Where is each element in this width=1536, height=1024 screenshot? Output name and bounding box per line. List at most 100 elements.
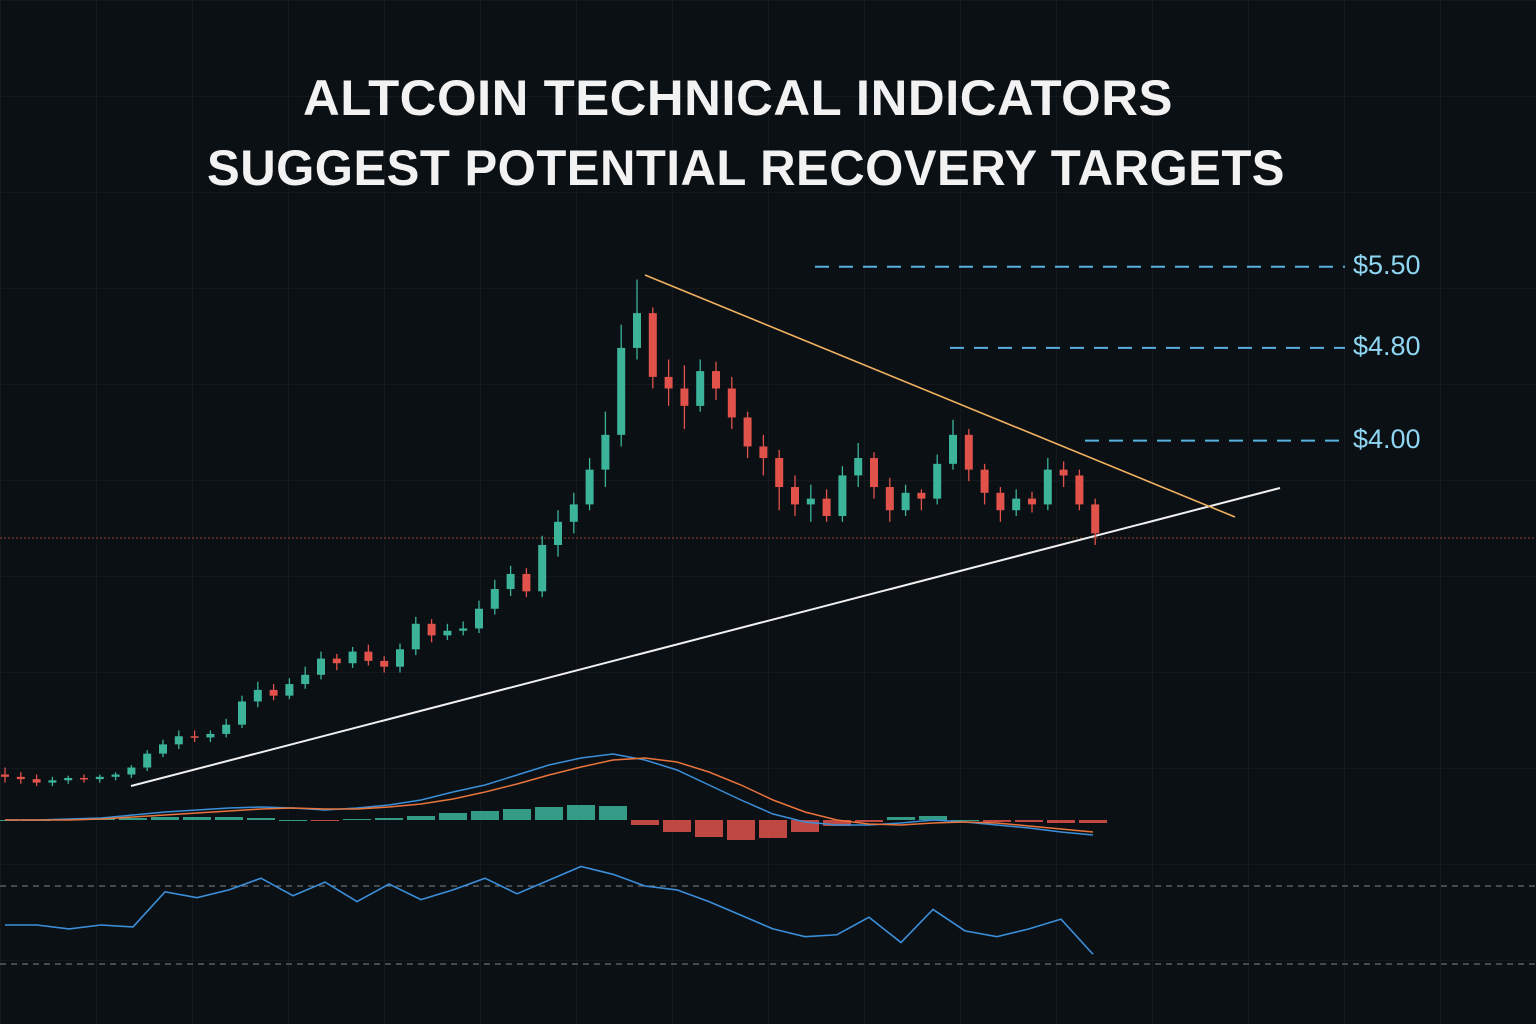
candle-body	[443, 630, 452, 636]
candle-body	[775, 458, 784, 488]
macd-histogram-bar	[727, 820, 755, 840]
candle-body	[569, 504, 578, 522]
candle-body	[159, 744, 167, 754]
macd-histogram-bar	[407, 816, 435, 820]
macd-histogram-bar	[1047, 820, 1075, 823]
candle-body	[759, 446, 768, 459]
candle-body	[664, 376, 673, 389]
candle-body	[1028, 498, 1036, 505]
macd-histogram-bar	[599, 806, 627, 820]
candle-body	[601, 434, 610, 470]
candle-body	[285, 684, 294, 696]
candle-body	[475, 608, 483, 629]
candle-body	[1091, 504, 1100, 534]
candle-body	[64, 777, 73, 781]
candle-body	[190, 736, 199, 738]
candle-body	[854, 458, 863, 476]
macd-histogram-bar	[759, 820, 787, 838]
candle-body	[901, 492, 910, 511]
candle-body	[585, 469, 594, 505]
candle-body	[996, 492, 1005, 511]
candle-body	[727, 388, 736, 418]
candle-body	[633, 313, 641, 348]
rsi-line	[5, 865, 1094, 955]
candle-body	[743, 417, 752, 447]
candle-body	[301, 674, 310, 685]
candle-body	[522, 573, 531, 592]
macd-histogram-bar	[983, 820, 1011, 822]
macd-histogram-bar	[919, 816, 947, 820]
macd-histogram-bar	[1079, 820, 1107, 823]
candle-body	[48, 780, 57, 783]
candle-body	[427, 623, 436, 636]
candle-body	[885, 487, 894, 511]
candle-body	[459, 628, 468, 631]
macd-histogram-bar	[1015, 820, 1043, 822]
candle-body	[174, 736, 183, 745]
candle-body	[806, 498, 815, 505]
candle-body	[490, 589, 499, 609]
candle-body	[332, 658, 341, 664]
macd-histogram-bar	[311, 820, 339, 821]
macd-histogram-bar	[951, 820, 979, 821]
macd-histogram-bar	[503, 809, 531, 820]
macd-line	[5, 753, 1094, 836]
candle-body	[348, 651, 357, 664]
candle-body	[791, 487, 799, 505]
candle-body	[16, 776, 25, 780]
candle-body	[80, 777, 88, 780]
candle-body	[506, 573, 515, 590]
macd-histogram-bar	[183, 817, 211, 820]
macd-histogram-bar	[823, 820, 851, 826]
candle-body	[933, 463, 942, 499]
candle-body	[1012, 498, 1021, 511]
resistance-trendline	[644, 274, 1236, 518]
candle-body	[222, 724, 231, 734]
macd-histogram-bar	[567, 805, 595, 820]
macd-histogram-bar	[887, 817, 915, 820]
candle-body	[648, 313, 657, 377]
candle-body	[838, 475, 847, 516]
target-label: $4.00	[1353, 424, 1421, 454]
candle-body	[111, 774, 120, 777]
macd-histogram-bar	[375, 818, 403, 820]
target-label: $5.50	[1353, 250, 1421, 280]
macd-histogram-bar	[695, 820, 723, 837]
candle-body	[538, 544, 547, 592]
candle-body	[617, 347, 626, 435]
candle-body	[696, 371, 705, 406]
macd-histogram-bar	[855, 820, 883, 822]
candle-body	[949, 434, 957, 464]
candle-body	[143, 753, 152, 768]
candle-body	[980, 469, 989, 493]
macd-histogram-bar	[439, 813, 467, 820]
candle-body	[964, 434, 973, 470]
candle-body	[1075, 475, 1084, 505]
candle-body	[206, 733, 215, 738]
candle-body	[870, 458, 878, 488]
chart-title: ALTCOIN TECHNICAL INDICATORS	[303, 70, 1173, 126]
candle-body	[364, 651, 373, 661]
candle-body	[380, 660, 389, 667]
candle-body	[712, 371, 720, 389]
candle-body	[1043, 469, 1052, 505]
candle-body	[95, 776, 104, 780]
candle-body	[253, 689, 262, 702]
macd-histogram-bar	[151, 817, 179, 820]
candle-body	[396, 649, 404, 667]
macd-histogram-bar	[279, 820, 307, 821]
candle-body	[317, 658, 325, 675]
candle-body	[127, 767, 136, 775]
macd-histogram-bar	[631, 820, 659, 825]
candle-body	[554, 521, 562, 545]
candle-body	[32, 779, 41, 783]
support-trendline	[130, 487, 1281, 787]
candle-body	[822, 498, 831, 516]
candle-body	[1059, 469, 1068, 476]
macd-histogram-bar	[471, 811, 499, 820]
target-label: $4.80	[1353, 331, 1421, 361]
candle-body	[269, 689, 278, 696]
candle-body	[917, 492, 926, 499]
